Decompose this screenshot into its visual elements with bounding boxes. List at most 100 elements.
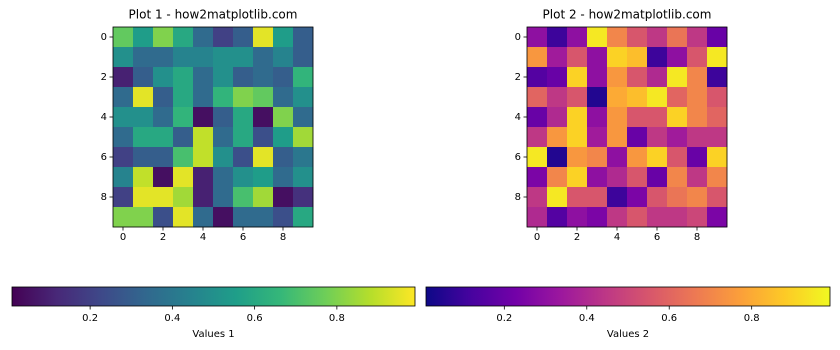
heatmap-cell [253, 187, 274, 208]
heatmap-cell [173, 107, 194, 128]
heatmap-cell [173, 207, 194, 228]
heatmap-cell [707, 207, 728, 228]
heatmap-cell [667, 127, 688, 148]
heatmap-cell [707, 27, 728, 48]
heatmap-cell [153, 27, 174, 48]
heatmap-cell [113, 87, 134, 108]
colorbar-tick-label: 0.2 [82, 313, 98, 324]
heatmap-cell [113, 67, 134, 88]
heatmap-cell [273, 27, 294, 48]
heatmap-cell [293, 167, 314, 188]
heatmap-cell [153, 127, 174, 148]
heatmap-cell [607, 47, 628, 68]
heatmap-cell [667, 27, 688, 48]
heatmap-cell [133, 127, 154, 148]
heatmap-cell [567, 167, 588, 188]
colorbar-tick-label: 0.8 [744, 313, 760, 324]
colorbar-label: Values 2 [607, 329, 649, 340]
heatmap-cell [587, 87, 608, 108]
heatmap-cell [547, 147, 568, 168]
colorbar-tick-label: 0.8 [329, 313, 345, 324]
heatmap-cell [273, 207, 294, 228]
heatmap-cell [567, 187, 588, 208]
heatmap-cell [667, 87, 688, 108]
heatmap-cell [273, 167, 294, 188]
heatmap-cell [647, 87, 668, 108]
heatmap-cell [647, 67, 668, 88]
heatmap-cell [707, 87, 728, 108]
heatmap-cell [193, 67, 214, 88]
heatmap-cell [193, 167, 214, 188]
heatmap-cell [133, 147, 154, 168]
heatmap-cell [293, 147, 314, 168]
y-tick-label: 8 [515, 192, 521, 203]
heatmap-cell [213, 167, 234, 188]
heatmap-cell [627, 187, 648, 208]
heatmap-cell [253, 167, 274, 188]
heatmap-cell [113, 107, 134, 128]
heatmap-cell [173, 47, 194, 68]
heatmap-cell [607, 127, 628, 148]
heatmap-cell [133, 47, 154, 68]
heatmap-cell [133, 27, 154, 48]
x-tick-label: 6 [654, 232, 660, 243]
heatmap-cell [273, 87, 294, 108]
heatmap-cell [547, 207, 568, 228]
heatmap-cell [173, 147, 194, 168]
heatmap-cell [153, 207, 174, 228]
colorbar-tick-label: 0.6 [247, 313, 263, 324]
heatmap-cell [527, 47, 548, 68]
heatmap-cell [273, 67, 294, 88]
heatmap-cell [667, 147, 688, 168]
x-tick-label: 8 [280, 232, 286, 243]
heatmap-cell [587, 67, 608, 88]
heatmap-cell [133, 67, 154, 88]
colorbar-tick-label: 0.2 [496, 313, 512, 324]
heatmap-cell [113, 27, 134, 48]
heatmap-cell [153, 147, 174, 168]
heatmap-cell [707, 47, 728, 68]
heatmap-cell [173, 187, 194, 208]
heatmap-cell [567, 87, 588, 108]
heatmap-cell [213, 207, 234, 228]
heatmap-cell [193, 127, 214, 148]
heatmap-cell [213, 67, 234, 88]
heatmap-cell [687, 147, 708, 168]
heatmap-cell [293, 67, 314, 88]
heatmap-cell [587, 107, 608, 128]
heatmap-cell [627, 67, 648, 88]
heatmap-cell [627, 47, 648, 68]
x-tick-label: 4 [614, 232, 620, 243]
heatmap-cell [133, 207, 154, 228]
x-tick-label: 0 [120, 232, 126, 243]
heatmap-cell [193, 207, 214, 228]
heatmap-cell [587, 167, 608, 188]
chart-title: Plot 2 - how2matplotlib.com [543, 8, 712, 22]
heatmap-cell [607, 87, 628, 108]
heatmap-cell [667, 67, 688, 88]
heatmap-cell [627, 27, 648, 48]
heatmap-cell [647, 147, 668, 168]
heatmap-cell [293, 107, 314, 128]
heatmap-cell [627, 107, 648, 128]
heatmap-cell [133, 87, 154, 108]
heatmap-cell [627, 147, 648, 168]
heatmap-cell [233, 207, 254, 228]
heatmap-cell [193, 147, 214, 168]
heatmap-cell [527, 167, 548, 188]
heatmap-cell [707, 127, 728, 148]
heatmap-cell [527, 147, 548, 168]
heatmap-cell [667, 187, 688, 208]
heatmap-cell [133, 187, 154, 208]
heatmap-cell [527, 127, 548, 148]
colorbar-tick-label: 0.4 [164, 313, 180, 324]
heatmap-cell [707, 167, 728, 188]
heatmap-cell [627, 127, 648, 148]
heatmap-cell [527, 87, 548, 108]
heatmap-cell [667, 47, 688, 68]
heatmap-cell [647, 207, 668, 228]
heatmap-cell [587, 127, 608, 148]
y-tick-label: 0 [515, 32, 521, 43]
heatmap-cell [133, 107, 154, 128]
heatmap-cell [687, 47, 708, 68]
